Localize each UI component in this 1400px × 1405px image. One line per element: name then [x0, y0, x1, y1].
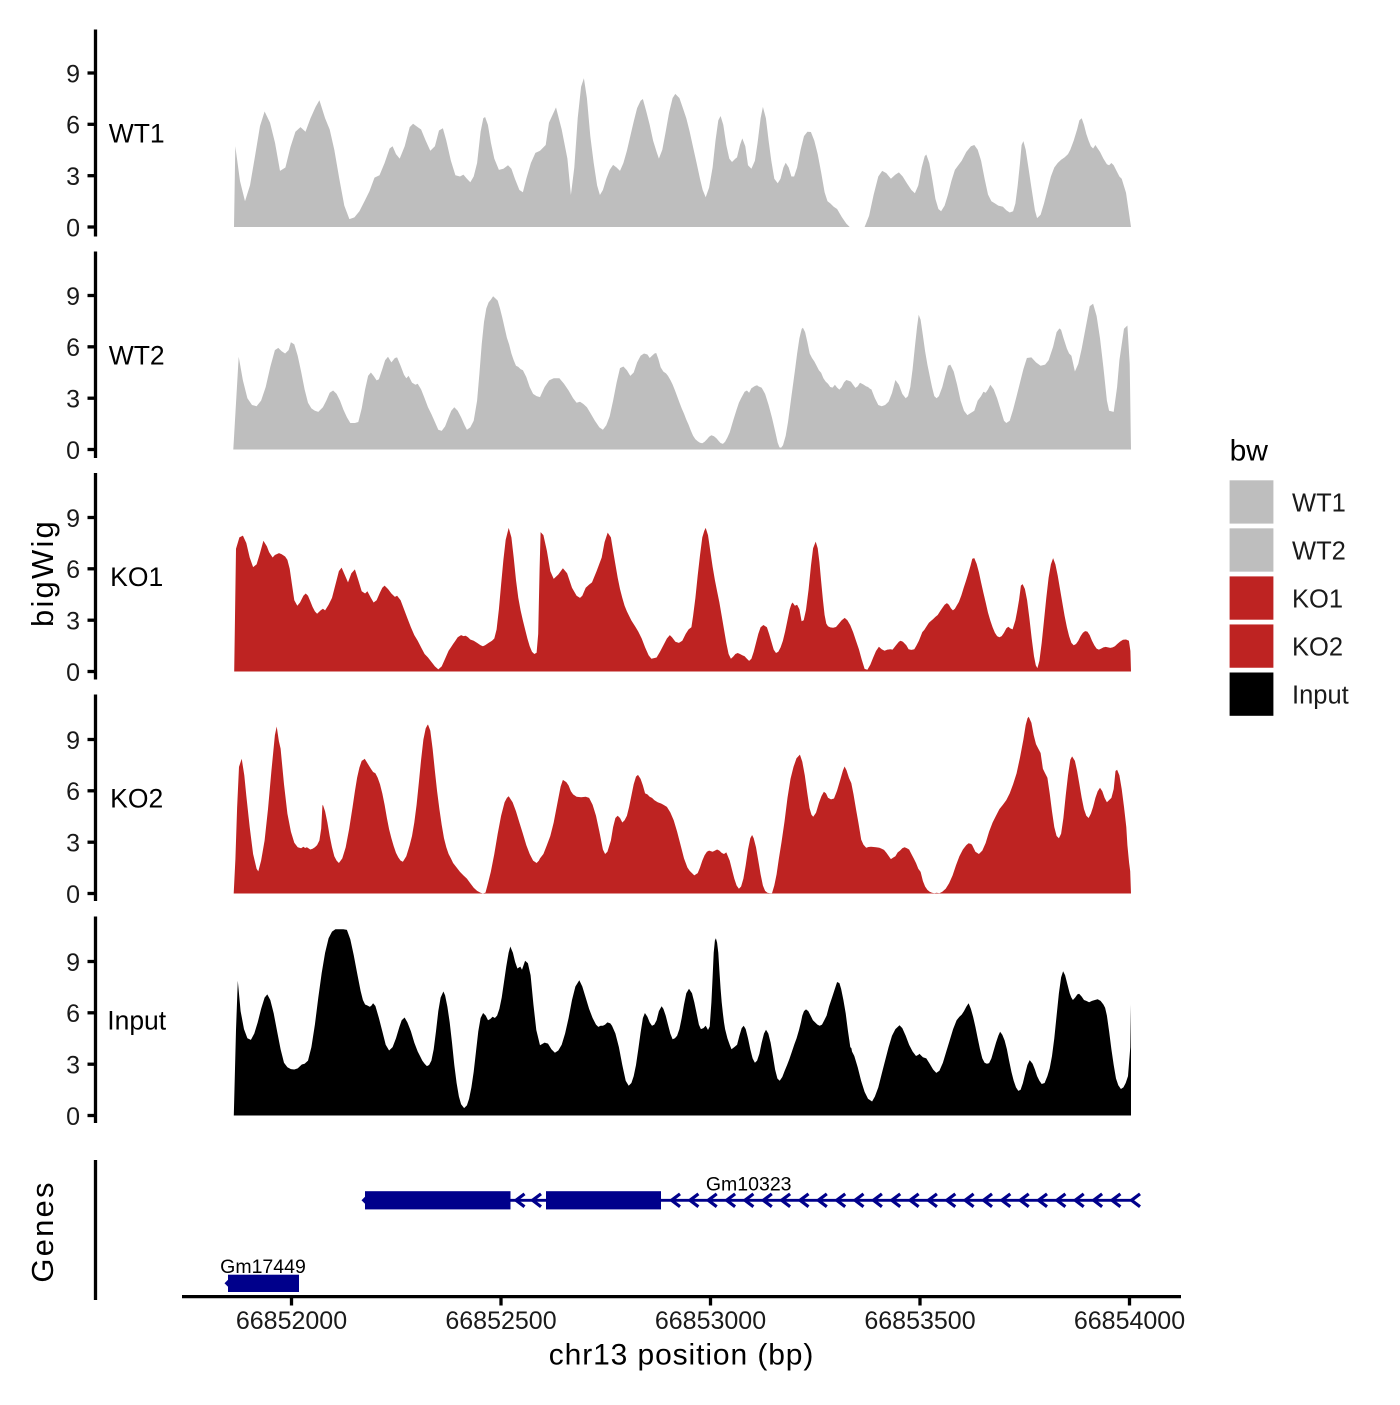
svg-text:66852000: 66852000	[236, 1307, 347, 1335]
svg-text:bigWig: bigWig	[25, 519, 60, 627]
svg-text:9: 9	[66, 505, 80, 533]
svg-text:0: 0	[66, 214, 80, 242]
svg-text:KO1: KO1	[1292, 585, 1343, 613]
svg-text:9: 9	[66, 60, 80, 88]
svg-text:WT1: WT1	[1292, 489, 1346, 517]
svg-text:Input: Input	[1292, 682, 1349, 710]
svg-text:9: 9	[66, 949, 80, 977]
svg-text:KO2: KO2	[110, 783, 163, 813]
svg-text:0: 0	[66, 659, 80, 687]
svg-text:3: 3	[66, 608, 80, 636]
svg-text:6: 6	[66, 778, 80, 806]
svg-text:3: 3	[66, 386, 80, 414]
svg-text:3: 3	[66, 830, 80, 858]
svg-text:66852500: 66852500	[445, 1307, 556, 1335]
svg-text:6: 6	[66, 112, 80, 140]
svg-text:66854000: 66854000	[1074, 1307, 1185, 1335]
svg-text:0: 0	[66, 437, 80, 465]
svg-text:WT2: WT2	[1292, 537, 1346, 565]
svg-text:9: 9	[66, 727, 80, 755]
svg-text:66853000: 66853000	[655, 1307, 766, 1335]
svg-text:WT1: WT1	[109, 119, 165, 149]
svg-text:0: 0	[66, 1103, 80, 1131]
svg-text:Input: Input	[107, 1005, 167, 1035]
svg-text:chr13 position (bp): chr13 position (bp)	[549, 1339, 815, 1372]
svg-text:6: 6	[66, 334, 80, 362]
svg-text:Genes: Genes	[25, 1180, 60, 1282]
svg-text:bw: bw	[1230, 434, 1269, 467]
svg-text:9: 9	[66, 283, 80, 311]
svg-text:66853500: 66853500	[864, 1307, 975, 1335]
svg-text:6: 6	[66, 556, 80, 584]
svg-text:KO1: KO1	[110, 562, 163, 592]
svg-text:3: 3	[66, 1052, 80, 1080]
svg-text:0: 0	[66, 881, 80, 909]
svg-text:KO2: KO2	[1292, 633, 1343, 661]
svg-text:Gm17449: Gm17449	[220, 1256, 306, 1278]
svg-text:6: 6	[66, 1000, 80, 1028]
svg-text:3: 3	[66, 163, 80, 191]
svg-text:Gm10323: Gm10323	[706, 1174, 792, 1196]
svg-text:WT2: WT2	[109, 340, 165, 370]
